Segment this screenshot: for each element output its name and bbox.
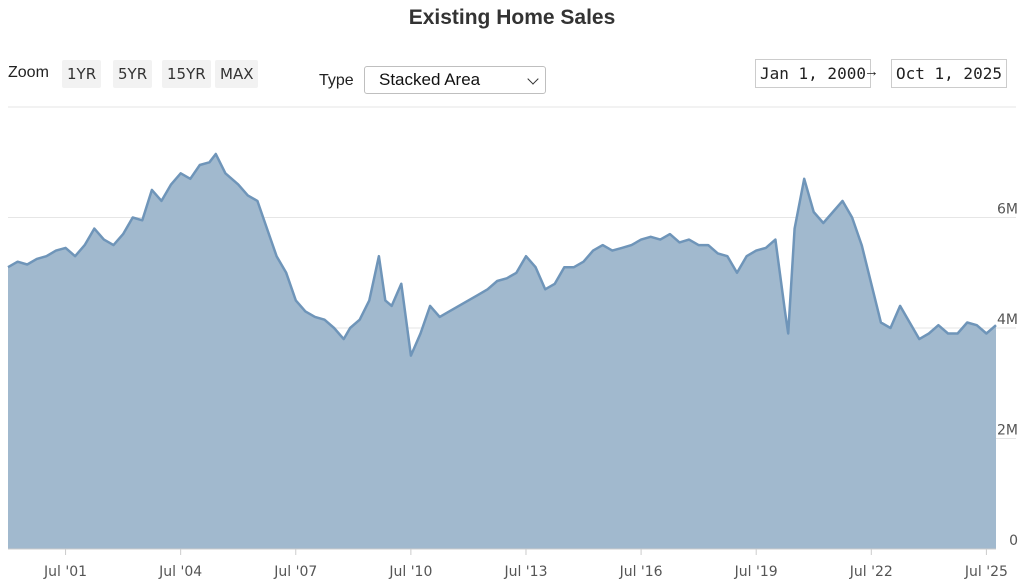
y-axis: 0 2M 4M 6M [997,202,1018,550]
y-tick-label: 6M [997,202,1018,218]
series-area [8,154,996,549]
y-tick-label: 2M [997,423,1018,439]
x-tick-label: Jul '04 [158,564,202,580]
range-to-input[interactable]: Oct 1, 2025 [891,59,1007,88]
x-tick-label: Jul '19 [734,564,778,580]
zoom-max-button[interactable]: MAX [215,60,259,88]
x-tick-label: Jul '10 [388,564,432,580]
x-tick-label: Jul '07 [273,564,317,580]
x-tick-label: Jul '25 [964,564,1008,580]
zoom-label: Zoom [8,64,49,81]
y-tick-label: 0 [1009,533,1018,549]
series-line [7,152,997,357]
type-label: Type [319,72,354,89]
range-arrow-icon: → [864,63,879,80]
x-axis: Jul '01 Jul '04 Jul '07 Jul '10 Jul '13 Jul '… [43,549,1008,580]
chart-title: Existing Home Sales [408,6,616,29]
zoom-5yr-button[interactable]: 5YR [113,60,153,88]
chart-type-select[interactable]: Stacked Area [364,66,546,94]
range-from-input[interactable]: Jan 1, 2000 [755,59,871,88]
x-tick-label: Jul '01 [43,564,87,580]
y-tick-label: 4M [997,312,1018,328]
x-tick-label: Jul '22 [849,564,893,580]
x-tick-label: Jul '13 [503,564,547,580]
x-tick-label: Jul '16 [619,564,663,580]
chart-type-value: Stacked Area [379,70,481,89]
zoom-15yr-button[interactable]: 15YR [162,60,211,88]
zoom-1yr-button[interactable]: 1YR [62,60,102,88]
